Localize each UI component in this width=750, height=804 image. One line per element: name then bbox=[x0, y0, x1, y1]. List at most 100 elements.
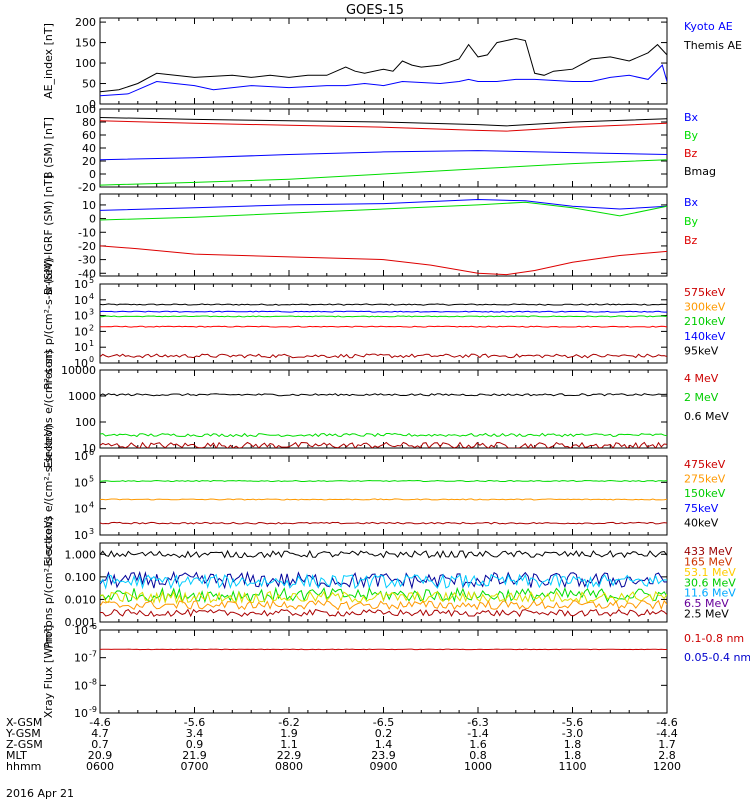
x-row-value: -1.4 bbox=[467, 727, 488, 740]
series-line bbox=[100, 117, 667, 127]
x-row-value: 1.1 bbox=[280, 738, 298, 751]
x-row-label: hhmm bbox=[6, 760, 41, 773]
x-row-value: 20.9 bbox=[88, 749, 113, 762]
series-line bbox=[100, 64, 667, 97]
x-row-label: Y-GSM bbox=[5, 727, 41, 740]
series-line bbox=[100, 310, 667, 313]
plot-title: GOES-15 bbox=[346, 3, 404, 18]
legend-entry: 0.6 MeV bbox=[684, 410, 729, 423]
y-tick-label: 100 bbox=[75, 103, 96, 116]
y-tick-exponent: -6 bbox=[89, 622, 97, 631]
x-row-value: 1.8 bbox=[564, 738, 582, 751]
x-row-value: 1.8 bbox=[564, 749, 582, 762]
x-row-value: 1000 bbox=[464, 760, 492, 773]
x-row-value: -6.3 bbox=[467, 716, 488, 729]
x-row-value: 4.7 bbox=[91, 727, 109, 740]
x-row-value: 0800 bbox=[275, 760, 303, 773]
series-line bbox=[100, 549, 667, 559]
legend-entry: 140keV bbox=[684, 330, 726, 343]
y-tick-label: 10 bbox=[74, 624, 88, 637]
y-tick-exponent: 0 bbox=[89, 355, 94, 364]
y-tick-label: 10 bbox=[74, 325, 88, 338]
y-tick-label: 50 bbox=[82, 78, 96, 91]
y-tick-label: 0.010 bbox=[65, 593, 97, 606]
series-line bbox=[100, 120, 667, 132]
y-tick-label: 100 bbox=[75, 57, 96, 70]
y-tick-label: 10 bbox=[74, 529, 88, 542]
panel-1: 0 50 100 150 200 AE_index [nT] Kyoto AE Themis … bbox=[42, 16, 742, 111]
y-tick-label: 60 bbox=[82, 129, 96, 142]
y-tick-label: 40 bbox=[82, 142, 96, 155]
legend-entry: 2 MeV bbox=[684, 391, 719, 404]
y-tick-exponent: -9 bbox=[89, 705, 97, 714]
x-row-value: 0700 bbox=[181, 760, 209, 773]
legend-entry: 0.1-0.8 nm bbox=[684, 632, 744, 645]
y-tick-label: 10 bbox=[74, 341, 88, 354]
x-row-value: -5.6 bbox=[184, 716, 205, 729]
x-row-value: 1100 bbox=[559, 760, 587, 773]
series-line bbox=[100, 315, 667, 318]
y-tick-exponent: 5 bbox=[89, 474, 94, 483]
series-line bbox=[100, 353, 667, 359]
x-row-value: 1.7 bbox=[658, 738, 676, 751]
y-tick-exponent: 3 bbox=[89, 527, 94, 536]
series-line bbox=[100, 201, 667, 221]
y-tick-label: 80 bbox=[82, 116, 96, 129]
y-tick-label: 0 bbox=[89, 168, 96, 181]
legend-entry: 30.6 MeV bbox=[684, 576, 736, 589]
y-tick-label: 10 bbox=[74, 679, 88, 692]
x-row-value: 22.9 bbox=[277, 749, 302, 762]
y-tick-label: 1000 bbox=[68, 390, 96, 403]
panel-frame bbox=[99, 629, 668, 714]
panel-7: 0.001 0.010 0.100 1.000 Protons p/(cm²-s-sr-… bbox=[42, 516, 736, 649]
y-tick-label: 10 bbox=[74, 450, 88, 463]
series-line bbox=[100, 498, 667, 501]
y-tick-label: 150 bbox=[75, 37, 96, 50]
legend-entry: Bmag bbox=[684, 165, 716, 178]
legend-entry: Themis AE bbox=[683, 39, 742, 52]
legend-entry: 433 MeV bbox=[684, 545, 733, 558]
legend-entry: Bx bbox=[684, 111, 699, 124]
y-tick-label: 100 bbox=[75, 416, 96, 429]
series-line bbox=[100, 37, 667, 93]
y-tick-exponent: 2 bbox=[89, 323, 94, 332]
x-row-value: 0.9 bbox=[186, 738, 204, 751]
panel-frame bbox=[99, 283, 668, 364]
date-label: 2016 Apr 21 bbox=[6, 787, 74, 800]
x-row-value: -5.6 bbox=[562, 716, 583, 729]
legend-entry: 575keV bbox=[684, 286, 726, 299]
x-row-value: 23.9 bbox=[371, 749, 396, 762]
y-tick-label: -30 bbox=[78, 254, 96, 267]
legend-entry: 165 MeV bbox=[684, 555, 733, 568]
legend-entry: 475keV bbox=[684, 458, 726, 471]
series-line bbox=[100, 570, 667, 590]
y-tick-label: 10 bbox=[74, 503, 88, 516]
legend-entry: By bbox=[684, 129, 699, 142]
x-row-value: -6.5 bbox=[373, 716, 394, 729]
series-line bbox=[100, 599, 667, 611]
legend-entry: 11.6 MeV bbox=[684, 587, 736, 600]
y-tick-label: -20 bbox=[78, 181, 96, 194]
legend-entry: 40keV bbox=[684, 516, 719, 529]
series-line bbox=[100, 198, 667, 211]
y-tick-label: 10 bbox=[74, 707, 88, 720]
legend-entry: Bz bbox=[684, 147, 698, 160]
legend-entry: Kyoto AE bbox=[684, 20, 733, 33]
y-tick-exponent: 5 bbox=[89, 276, 94, 285]
y-axis-label: AE_index [nT] bbox=[42, 23, 55, 99]
y-tick-label: 10 bbox=[74, 278, 88, 291]
x-row-value: -3.0 bbox=[562, 727, 583, 740]
y-tick-label: -20 bbox=[78, 240, 96, 253]
y-axis-label: B (SM) [nT] bbox=[42, 117, 55, 179]
legend-entry: 210keV bbox=[684, 315, 726, 328]
y-axis-label: Protons p/(cm²-s-sr-keV) bbox=[42, 516, 55, 649]
legend-entry: 275keV bbox=[684, 473, 726, 486]
x-row-value: 3.4 bbox=[186, 727, 204, 740]
legend-entry: 6.5 MeV bbox=[684, 597, 729, 610]
x-row-value: 0.7 bbox=[91, 738, 109, 751]
x-row-value: -6.2 bbox=[278, 716, 299, 729]
